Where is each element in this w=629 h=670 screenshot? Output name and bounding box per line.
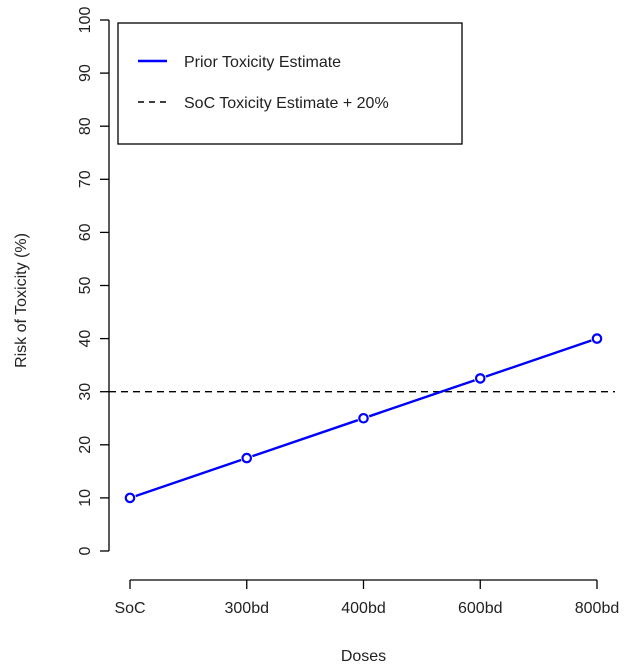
y-tick-label: 50 [77,277,94,295]
legend-box [117,22,463,145]
y-tick-label: 90 [77,64,94,82]
x-tick-label-800bd: 800bd [575,600,620,617]
series-segment [252,419,359,458]
y-tick-label: 40 [77,330,94,348]
series-segment [368,379,475,418]
y-ticks: 0 10 20 30 40 50 60 70 80 90 100 [77,7,109,555]
data-point-soc [124,492,136,504]
x-tick-label-300bd: 300bd [225,600,270,617]
y-tick-label: 20 [77,436,94,454]
x-axis-title: Doses [341,648,386,665]
x-tick-label-soc: SoC [114,600,145,617]
x-tick-label-400bd: 400bd [341,600,386,617]
legend-label-prior-toxicity: Prior Toxicity Estimate [184,54,341,71]
data-point-400bd [358,412,369,424]
data-point-600bd [474,373,486,384]
series-segment [485,339,592,378]
y-tick-label: 10 [77,489,94,507]
y-tick-label: 30 [77,383,94,401]
y-tick-label: 60 [77,223,94,241]
legend: Prior Toxicity Estimate SoC Toxicity Est… [117,22,463,145]
data-point-300bd [241,452,253,464]
series-layer [124,333,603,504]
data-point-800bd [591,333,603,344]
y-tick-label: 70 [77,170,94,188]
legend-label-soc-reference: SoC Toxicity Estimate + 20% [184,95,389,112]
y-tick-label: 80 [77,117,94,135]
y-tick-label: 0 [77,546,94,555]
series-segment [135,458,242,498]
x-ticks: SoC 300bd 400bd 600bd 800bd [114,580,619,617]
y-tick-label: 100 [77,7,94,34]
x-tick-label-600bd: 600bd [458,600,503,617]
y-axis-title: Risk of Toxicity (%) [13,233,30,368]
axes: 0 10 20 30 40 50 60 70 80 90 100 SoC 300bd 400bd 600b… [77,7,619,617]
